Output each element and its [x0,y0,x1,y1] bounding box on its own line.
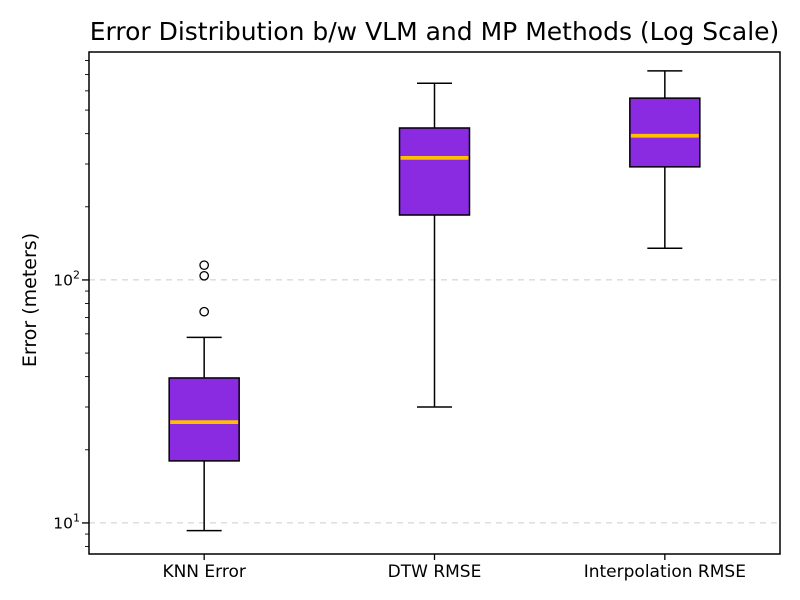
iqr-box [168,377,240,462]
x-axis-tick-label-interpolation-rmse: Interpolation RMSE [584,562,746,582]
iqr-box [398,127,471,216]
chart-title: Error Distribution b/w VLM and MP Method… [89,17,780,46]
boxplot-interpolation-rmse [629,70,701,250]
outlier-point [199,270,210,281]
outlier-point [199,260,210,271]
x-axis-tick-label-knn-error: KNN Error [162,562,245,582]
iqr-box [629,97,701,168]
boxplot-knn-error [168,260,240,532]
y-axis-tick-label: 102 [53,268,80,289]
x-axis-tick-label-dtw-rmse: DTW RMSE [388,562,482,582]
boxplot-dtw-rmse [398,82,471,408]
outlier-point [199,306,210,317]
y-axis-tick-label: 101 [53,511,80,532]
